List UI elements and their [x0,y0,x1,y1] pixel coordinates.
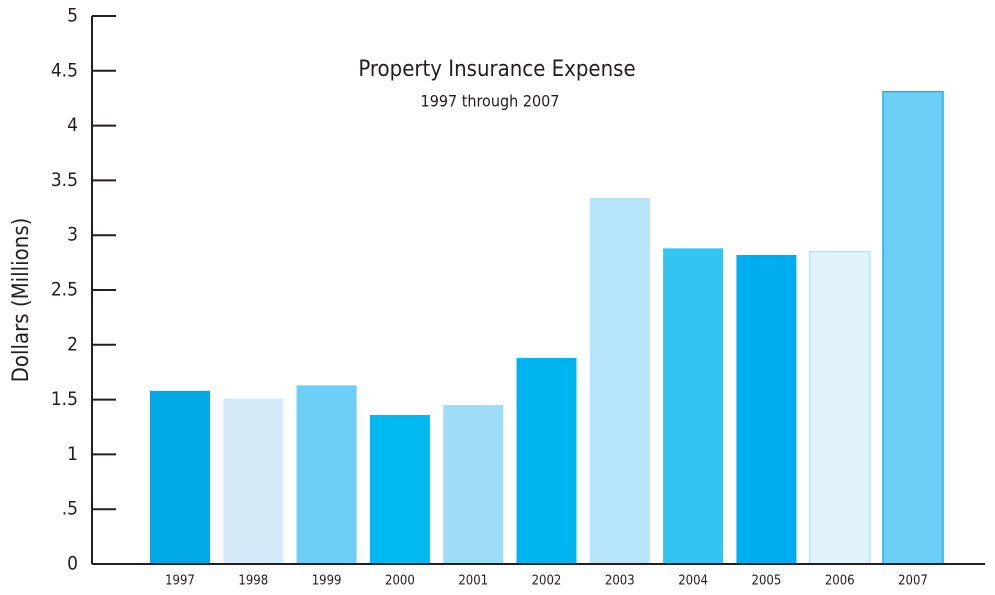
y-tick-label: 2.5 [51,279,78,301]
x-tick-label: 2004 [678,574,708,589]
bar [223,398,284,564]
y-tick-label: 3.5 [51,169,78,191]
y-tick-label: 4.5 [51,59,78,81]
x-tick-label: 2001 [458,574,488,589]
y-tick-label: 1.5 [51,388,78,410]
x-tick-label: 2003 [605,574,635,589]
bar [663,248,724,565]
y-tick-label: 5 [67,5,78,27]
x-tick-label: 2006 [825,574,855,589]
x-tick-label: 2005 [752,574,782,589]
x-tick-label: 1999 [312,574,342,589]
x-tick-label: 2002 [532,574,562,589]
bar [443,405,504,564]
y-tick-label: 1 [67,443,78,465]
bar [369,414,430,564]
y-tick-label: 3 [67,224,78,246]
bar [808,250,871,565]
bar [589,197,650,564]
bar [150,390,210,564]
bar [882,90,944,565]
x-tick-label: 1998 [238,574,268,589]
bar [516,357,577,564]
bar [296,385,357,564]
y-tick-label: 2 [67,333,78,355]
y-tick-label: .5 [62,498,78,520]
chart-subtitle: 1997 through 2007 [421,92,560,111]
x-tick-label: 2000 [385,574,415,589]
chart-title: Property Insurance Expense [358,57,635,82]
y-axis-label: Dollars (Millions) [9,218,34,383]
x-tick-label: 1997 [165,574,195,589]
y-tick-label: 0 [67,553,78,575]
y-tick-label: 4 [67,114,78,136]
bar [736,254,797,565]
x-tick-label: 2007 [898,574,928,589]
